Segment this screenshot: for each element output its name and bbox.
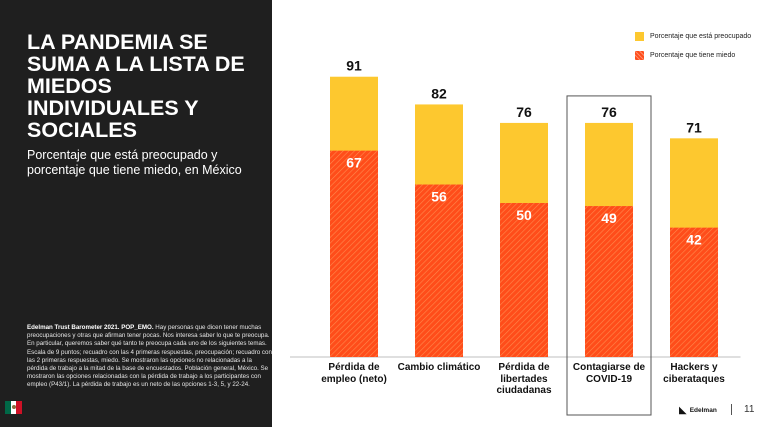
legend-item-worried: Porcentaje que está preocupado [635,31,751,41]
data-label-afraid: 67 [346,155,362,171]
bar-afraid [585,206,633,357]
category-label: Hackers y ciberataques [663,362,725,385]
page-number: 11 [744,404,755,415]
slide-title: LA PANDEMIA SE SUMA A LA LISTA DE MIEDOS… [27,30,245,142]
footer-divider [731,404,732,415]
source-note-text: Hay personas que dicen tener muchas preo… [27,324,272,389]
data-label-worried: 82 [431,85,447,101]
slide-subtitle: Porcentaje que está preocupado y porcent… [27,148,242,177]
bar-afraid [330,150,378,357]
category-label: Cambio climático [397,362,481,373]
legend-label-worried: Porcentaje que está preocupado [650,32,752,40]
chart-legend: Porcentaje que está preocupado Porcentaj… [635,31,751,69]
bar-afraid [670,227,718,357]
data-label-worried: 76 [516,104,532,120]
source-note: Edelman Trust Barometer 2021. POP_EMO. H… [27,324,272,390]
legend-item-afraid: Porcentaje que tiene miedo [635,50,751,60]
data-label-afraid: 56 [431,189,447,205]
source-note-bold: Edelman Trust Barometer 2021. POP_EMO. [27,324,154,331]
category-label: Contagiarse de COVID-19 [572,362,646,385]
data-label-worried: 71 [686,119,702,135]
category-label: Pérdida de empleo (neto) [321,362,387,385]
bar-chart: 91 67 82 56 76 50 76 49 71 42 [290,58,741,416]
brand-name: Edelman [689,407,717,414]
bar-afraid [500,203,548,357]
data-label-afraid: 50 [516,207,532,223]
mexico-flag-icon [5,401,23,414]
data-label-worried: 91 [346,58,362,74]
data-label-worried: 76 [601,104,617,120]
data-label-afraid: 42 [686,232,702,248]
title-panel: LA PANDEMIA SE SUMA A LA LISTA DE MIEDOS… [0,0,272,427]
bar-afraid [415,184,463,357]
legend-label-afraid: Porcentaje que tiene miedo [650,51,736,59]
edelman-logo: ◣ Edelman [679,405,717,416]
legend-swatch-afraid [635,50,644,60]
data-label-afraid: 49 [601,210,617,226]
category-label: Pérdida de libertades ciudadanas [496,362,552,396]
highlight-box [566,95,652,416]
edelman-logo-icon: ◣ [679,405,687,416]
legend-swatch-worried [635,31,644,41]
